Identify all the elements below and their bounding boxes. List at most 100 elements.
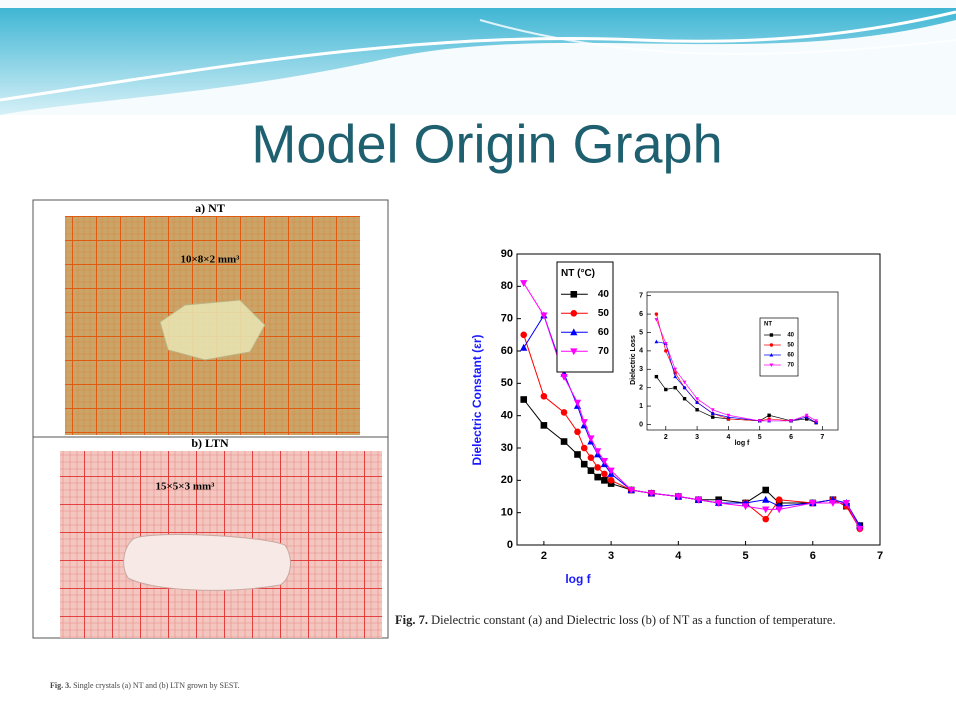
marker	[600, 457, 609, 465]
marker	[674, 493, 682, 501]
crystal-size: 10×8×2 mm³	[181, 254, 241, 266]
marker	[570, 348, 578, 356]
marker	[520, 396, 528, 403]
marker	[695, 400, 699, 404]
x-tick-label: 2	[541, 550, 547, 562]
marker	[587, 467, 595, 474]
marker	[587, 454, 595, 462]
marker	[654, 318, 659, 322]
y-tick-label: 10	[501, 507, 513, 519]
y-tick-label: 40	[501, 410, 513, 422]
marker	[601, 470, 608, 478]
y-tick-label: 50	[501, 377, 513, 389]
marker	[574, 451, 581, 458]
marker	[540, 392, 548, 400]
marker	[587, 435, 595, 443]
marker	[767, 413, 771, 417]
y-tick-label: 30	[501, 442, 513, 454]
plot-frame	[646, 291, 839, 431]
caption-text: Single crystals (a) NT and (b) LTN grown…	[73, 681, 240, 690]
crystal-b	[123, 534, 291, 591]
legend-label: 60	[787, 353, 794, 359]
x-tick-label: 5	[758, 434, 762, 441]
marker	[789, 419, 793, 423]
y-tick-label: 90	[501, 248, 513, 260]
legend-box	[556, 261, 614, 373]
legend-label: 60	[598, 327, 610, 338]
legend-label: 70	[787, 363, 794, 369]
y-tick-label: 0	[507, 539, 513, 551]
marker	[814, 419, 818, 423]
y-tick-label: 20	[501, 474, 513, 486]
marker	[804, 417, 809, 421]
marker	[695, 408, 699, 412]
marker	[767, 419, 771, 423]
y-tick-label: 6	[639, 311, 643, 318]
marker	[682, 380, 687, 385]
marker	[762, 495, 770, 503]
marker	[682, 385, 687, 390]
legend-label: 70	[598, 346, 610, 357]
marker	[654, 312, 659, 316]
legend-label: 40	[787, 333, 794, 339]
marker	[574, 428, 581, 436]
y-tick-label: 60	[501, 345, 513, 357]
y-tick-label: 5	[639, 329, 643, 336]
crystal-a	[159, 299, 266, 361]
legend-box	[759, 317, 799, 377]
marker	[570, 328, 578, 336]
marker	[711, 415, 715, 419]
legend-title: NT (°C)	[561, 268, 595, 279]
marker	[607, 467, 615, 475]
x-tick-label: 6	[789, 434, 793, 441]
marker	[560, 409, 568, 416]
y-axis-label: Dielectric Constant (εr)	[470, 334, 484, 465]
marker	[601, 477, 608, 484]
marker	[520, 343, 528, 351]
marker	[654, 339, 659, 344]
marker	[757, 419, 762, 423]
marker	[769, 363, 774, 368]
legend-label: 50	[598, 308, 610, 319]
marker	[856, 525, 864, 533]
marker	[663, 341, 668, 346]
y-tick-label: 80	[501, 280, 513, 292]
marker	[594, 464, 601, 471]
marker	[594, 473, 601, 481]
marker	[580, 444, 588, 452]
marker	[769, 333, 774, 337]
marker	[560, 438, 568, 445]
marker	[682, 397, 687, 401]
x-tick-label: 5	[742, 550, 748, 562]
marker	[673, 367, 678, 372]
y-tick-label: 0	[639, 421, 643, 428]
marker	[580, 460, 588, 468]
marker	[654, 374, 659, 379]
marker	[570, 291, 578, 298]
x-tick-label: 4	[726, 434, 730, 441]
marker	[520, 280, 528, 288]
marker	[769, 343, 774, 347]
legend-label: 50	[787, 343, 794, 349]
y-tick-label: 7	[639, 293, 643, 300]
figure-caption: Fig. 3. Single crystals (a) NT and (b) L…	[50, 681, 240, 690]
marker	[775, 496, 783, 504]
y-tick-label: 3	[639, 366, 643, 373]
marker	[762, 486, 770, 494]
marker	[762, 506, 770, 514]
marker	[580, 419, 588, 427]
legend-title: NT	[764, 322, 772, 328]
marker	[762, 515, 770, 523]
marker	[829, 499, 837, 507]
marker	[607, 477, 615, 484]
x-tick-label: 3	[695, 434, 699, 441]
banner-line	[479, 19, 956, 55]
x-tick-label: 2	[664, 434, 668, 441]
y-tick-label: 70	[501, 313, 513, 325]
marker	[694, 496, 703, 504]
y-tick-label: 4	[639, 348, 643, 355]
legend-label: 40	[598, 289, 610, 300]
slide-title: Model Origin Graph	[251, 114, 722, 174]
panel-label: b) LTN	[191, 436, 229, 450]
